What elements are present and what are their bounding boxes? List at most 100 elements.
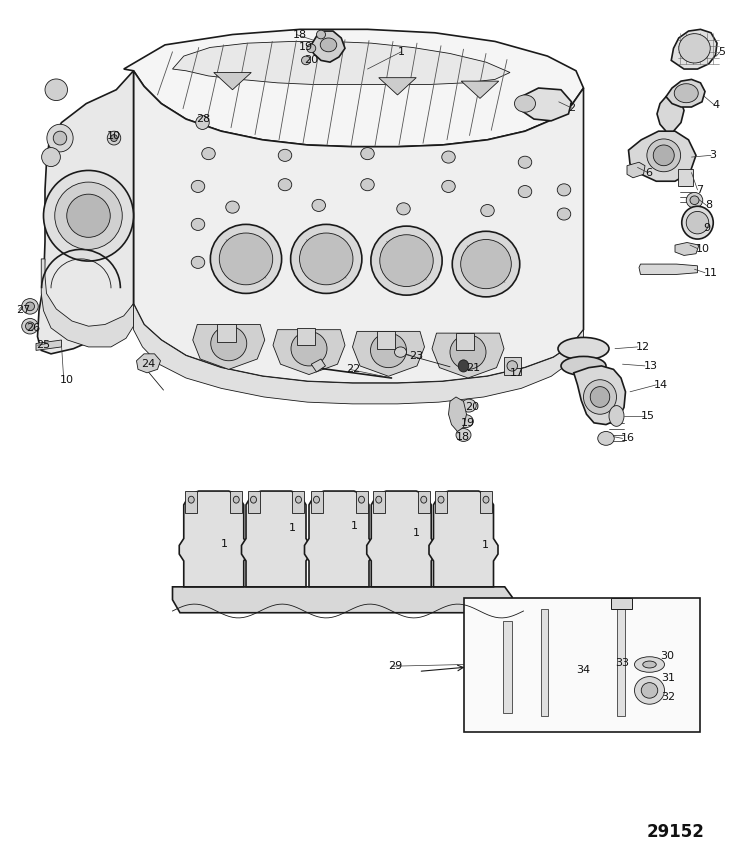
Text: 29152: 29152 (647, 823, 705, 841)
Text: 20: 20 (465, 402, 479, 413)
Ellipse shape (643, 661, 656, 668)
Ellipse shape (302, 56, 310, 65)
Ellipse shape (361, 148, 374, 160)
Bar (297, 328, 315, 345)
Text: 1: 1 (398, 47, 404, 57)
Ellipse shape (251, 496, 257, 503)
Polygon shape (242, 491, 310, 587)
Ellipse shape (518, 156, 532, 168)
Ellipse shape (191, 180, 205, 192)
Ellipse shape (312, 199, 326, 211)
Ellipse shape (46, 124, 74, 152)
Ellipse shape (394, 347, 406, 357)
Ellipse shape (376, 496, 382, 503)
Text: 18: 18 (292, 29, 307, 40)
Text: 24: 24 (141, 359, 155, 369)
Text: 29: 29 (388, 661, 403, 671)
Text: 34: 34 (576, 665, 590, 675)
Ellipse shape (590, 387, 610, 407)
Polygon shape (311, 359, 326, 372)
Ellipse shape (483, 496, 489, 503)
Polygon shape (628, 131, 696, 181)
Ellipse shape (438, 496, 444, 503)
Ellipse shape (456, 429, 471, 442)
Bar (292, 491, 304, 513)
Text: 1: 1 (482, 540, 488, 551)
Polygon shape (503, 621, 512, 713)
Bar (356, 491, 368, 513)
Polygon shape (429, 491, 498, 587)
Ellipse shape (450, 335, 486, 369)
Text: 15: 15 (641, 411, 656, 421)
Polygon shape (678, 169, 693, 186)
Text: 20: 20 (304, 55, 319, 66)
Bar (376, 331, 394, 349)
Bar (464, 598, 700, 732)
Ellipse shape (609, 406, 624, 426)
Ellipse shape (219, 233, 273, 285)
Ellipse shape (44, 171, 134, 261)
Ellipse shape (22, 299, 38, 314)
Polygon shape (136, 354, 160, 373)
Ellipse shape (291, 224, 362, 293)
Bar (418, 491, 430, 513)
Ellipse shape (653, 145, 674, 166)
Polygon shape (134, 71, 584, 383)
Bar (185, 491, 197, 513)
Ellipse shape (358, 496, 364, 503)
Ellipse shape (557, 208, 571, 220)
Ellipse shape (646, 139, 681, 172)
Text: 1: 1 (289, 523, 296, 533)
Text: 8: 8 (705, 200, 712, 211)
Ellipse shape (442, 180, 455, 192)
Text: 2: 2 (568, 103, 576, 113)
Ellipse shape (458, 360, 469, 372)
Ellipse shape (278, 149, 292, 161)
Polygon shape (172, 41, 510, 85)
Polygon shape (379, 78, 416, 95)
Text: 5: 5 (718, 47, 725, 57)
Polygon shape (367, 491, 436, 587)
Text: 1: 1 (413, 528, 419, 539)
Text: 28: 28 (196, 114, 211, 124)
Polygon shape (36, 340, 62, 350)
Polygon shape (193, 324, 265, 369)
Text: 23: 23 (409, 350, 423, 361)
Ellipse shape (452, 231, 520, 297)
Text: 18: 18 (456, 432, 470, 442)
Bar (456, 333, 474, 350)
Polygon shape (541, 609, 548, 716)
Text: 25: 25 (36, 340, 50, 350)
Ellipse shape (682, 206, 713, 239)
Text: 9: 9 (704, 223, 711, 233)
Polygon shape (671, 29, 717, 69)
Ellipse shape (686, 211, 709, 234)
Ellipse shape (380, 235, 433, 287)
Ellipse shape (641, 683, 658, 698)
Bar (248, 491, 259, 513)
Ellipse shape (598, 432, 614, 445)
Text: 12: 12 (636, 342, 650, 352)
Polygon shape (134, 304, 584, 404)
Ellipse shape (53, 131, 67, 145)
Polygon shape (432, 333, 504, 378)
Polygon shape (38, 71, 134, 354)
Text: 11: 11 (704, 268, 718, 278)
Ellipse shape (202, 148, 215, 160)
Bar (504, 357, 520, 375)
Polygon shape (273, 330, 345, 375)
Text: 14: 14 (654, 380, 668, 390)
Polygon shape (448, 397, 466, 432)
Ellipse shape (421, 496, 427, 503)
Polygon shape (521, 88, 572, 121)
Polygon shape (610, 598, 632, 609)
Ellipse shape (55, 182, 122, 249)
Text: 26: 26 (26, 323, 40, 333)
Polygon shape (574, 366, 626, 425)
Ellipse shape (188, 496, 194, 503)
Ellipse shape (558, 337, 609, 360)
Ellipse shape (26, 302, 34, 311)
Text: 19: 19 (461, 418, 476, 428)
Text: 10: 10 (106, 131, 121, 142)
Polygon shape (172, 587, 512, 613)
